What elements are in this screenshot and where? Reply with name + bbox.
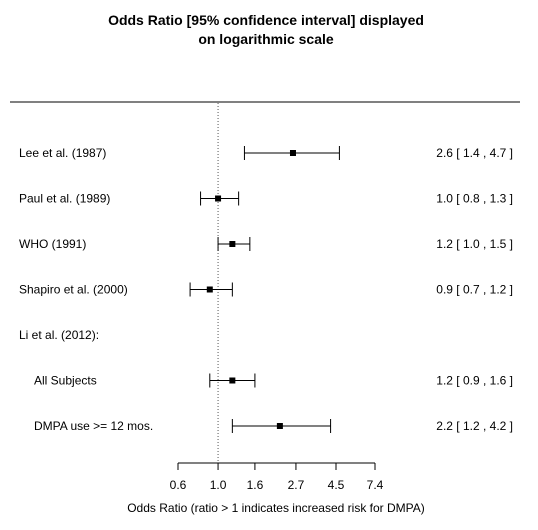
x-tick-label: 1.0 [210, 478, 227, 492]
point-estimate-marker [229, 377, 236, 384]
x-axis: 0.6 1.0 1.6 2.7 4.5 7.4 [170, 462, 384, 492]
x-tick-label: 2.7 [288, 478, 305, 492]
ci-value-text: 2.2 [ 1.2 , 4.2 ] [436, 419, 513, 433]
point-estimate-marker [229, 241, 236, 247]
point-estimate-marker [289, 150, 296, 156]
point-estimate-marker [206, 286, 213, 293]
row-label: Shapiro et al. (2000) [19, 283, 128, 297]
ci-value-text: 1.2 [ 0.9 , 1.6 ] [436, 374, 513, 388]
row-label: WHO (1991) [19, 237, 86, 251]
ci-value-text: 1.2 [ 1.0 , 1.5 ] [436, 237, 513, 251]
row-label: DMPA use >= 12 mos. [34, 419, 153, 433]
x-tick-label: 7.4 [367, 478, 384, 492]
row-label: Li et al. (2012): [19, 328, 99, 342]
rows-layer: Lee et al. (1987) 2.6 [ 1.4 , 4.7 ] Paul e… [19, 103, 513, 463]
ci-value-text: 0.9 [ 0.7 , 1.2 ] [436, 283, 513, 297]
row-label: Lee et al. (1987) [19, 146, 106, 160]
row-label: All Subjects [34, 374, 97, 388]
x-tick-label: 1.6 [247, 478, 264, 492]
point-estimate-marker [215, 195, 222, 202]
row-label: Paul et al. (1989) [19, 192, 110, 206]
x-tick-label: 0.6 [170, 478, 187, 492]
ci-value-text: 1.0 [ 0.8 , 1.3 ] [436, 192, 513, 206]
point-estimate-marker [276, 423, 283, 429]
x-tick-label: 4.5 [328, 478, 345, 492]
ci-value-text: 2.6 [ 1.4 , 4.7 ] [436, 146, 513, 160]
chart-title-line-2: on logarithmic scale [198, 31, 334, 47]
x-axis-label: Odds Ratio (ratio > 1 indicates increase… [127, 501, 425, 515]
chart-title-line-1: Odds Ratio [95% confidence interval] dis… [108, 12, 424, 28]
